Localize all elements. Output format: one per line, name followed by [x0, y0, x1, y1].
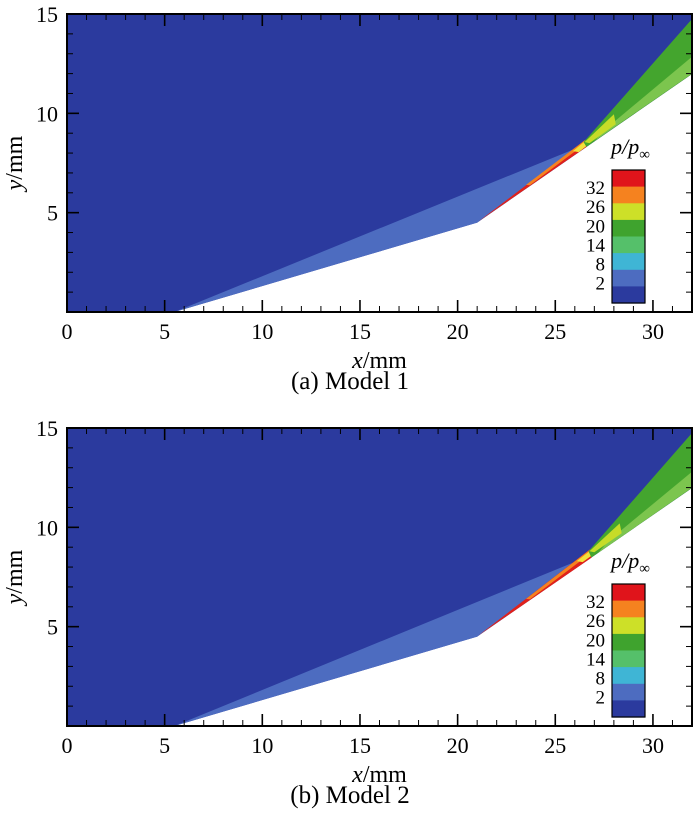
region-ramp-shock-green-band — [588, 433, 692, 558]
y-tick-label: 15 — [36, 416, 58, 441]
figure-model-2: 0 5 10 15 20 25 30 5 10 15 x/mm y/mm 32 26 20 14 8 2 p/p∞ … — [0, 416, 700, 810]
y-axis-label: y/mm — [2, 549, 28, 606]
colorbar-segment — [612, 269, 645, 287]
colorbar-tick-label: 14 — [586, 235, 606, 256]
x-tick-label: 10 — [251, 319, 273, 344]
region-freestream-dark-blue — [67, 428, 692, 726]
colorbar-title: p/p∞ — [609, 548, 650, 577]
x-tick-label: 25 — [544, 733, 566, 758]
colorbar-tick-label: 26 — [586, 197, 605, 218]
colorbar-segment — [612, 286, 645, 304]
x-tick-label: 30 — [642, 733, 664, 758]
region-green-band-light-strip — [598, 471, 692, 553]
region-ramp-orange-edge — [526, 139, 587, 186]
y-tick-label: 5 — [47, 615, 58, 640]
x-tick-label: 20 — [447, 733, 469, 758]
colorbar-segment — [612, 236, 645, 254]
y-tick-label: 10 — [36, 515, 58, 540]
colorbar-title: p/p∞ — [609, 134, 650, 163]
figure-model-1: 0 5 10 15 20 25 30 5 10 15 x/mm y/mm 32 26 20 14 8 2 p/p∞ … — [0, 2, 700, 396]
figure-page: 0 5 10 15 20 25 30 5 10 15 x/mm y/mm 32 26 20 14 8 2 p/p∞ … — [0, 2, 700, 810]
region-green-band-light-strip — [594, 56, 692, 142]
colorbar-tick-label: 8 — [596, 255, 606, 276]
colorbar-tick-label: 32 — [586, 178, 605, 199]
x-tick-label: 15 — [349, 733, 371, 758]
colorbar-tick-label: 2 — [596, 274, 606, 295]
plot-frame — [66, 13, 693, 313]
colorbar-tick-label: 8 — [596, 669, 606, 690]
colorbar-segment — [612, 683, 645, 701]
x-tick-label: 25 — [544, 319, 566, 344]
region-ramp-orange-edge — [526, 549, 592, 600]
x-tick-label: 30 — [642, 319, 664, 344]
colorbar-segment — [612, 633, 645, 652]
figure-caption-b: (b) Model 2 — [290, 782, 410, 809]
colorbar-segment — [612, 186, 645, 204]
x-axis-label: x/mm — [351, 762, 407, 782]
region-freestream-dark-blue — [67, 14, 692, 312]
colorbar-segment — [612, 170, 645, 188]
x-tick-label: 10 — [251, 733, 273, 758]
colorbar-tick-label: 26 — [586, 611, 605, 632]
x-tick-label: 0 — [62, 733, 73, 758]
colorbar-segment — [612, 203, 645, 221]
colorbar-border — [611, 583, 646, 718]
colorbar-segment — [612, 617, 645, 635]
x-tick-label: 20 — [447, 319, 469, 344]
colorbar-tick-label: 20 — [586, 630, 605, 651]
colorbar-segment — [612, 667, 645, 685]
colorbar-segment — [612, 219, 645, 238]
figure-caption-a: (a) Model 1 — [290, 368, 410, 395]
colorbar-segment — [612, 650, 645, 668]
region-interaction-yellow-green — [589, 523, 622, 553]
y-tick-label: 10 — [36, 101, 58, 126]
colorbar-segment — [612, 700, 645, 718]
region-ramp-shock-green-band — [583, 19, 692, 147]
y-tick-label: 5 — [47, 201, 58, 226]
region-first-shock-band-light-blue — [174, 146, 582, 312]
plot-frame — [66, 427, 693, 727]
colorbar-border — [611, 169, 646, 304]
colorbar-tick-label: 2 — [596, 688, 606, 709]
region-interaction-yellow-green — [584, 114, 616, 144]
colorbar-segment — [612, 600, 645, 618]
x-tick-label: 5 — [159, 733, 170, 758]
y-tick-label: 15 — [36, 2, 58, 27]
x-tick-label: 5 — [159, 319, 170, 344]
x-tick-label: 0 — [62, 319, 73, 344]
colorbar-segment — [612, 584, 645, 602]
colorbar-segment — [612, 253, 645, 271]
y-axis-label: y/mm — [2, 135, 28, 192]
x-tick-label: 15 — [349, 319, 371, 344]
colorbar-tick-label: 32 — [586, 592, 605, 613]
colorbar-tick-label: 14 — [586, 649, 606, 670]
colorbar-tick-label: 20 — [586, 216, 605, 237]
x-axis-label: x/mm — [351, 348, 407, 368]
